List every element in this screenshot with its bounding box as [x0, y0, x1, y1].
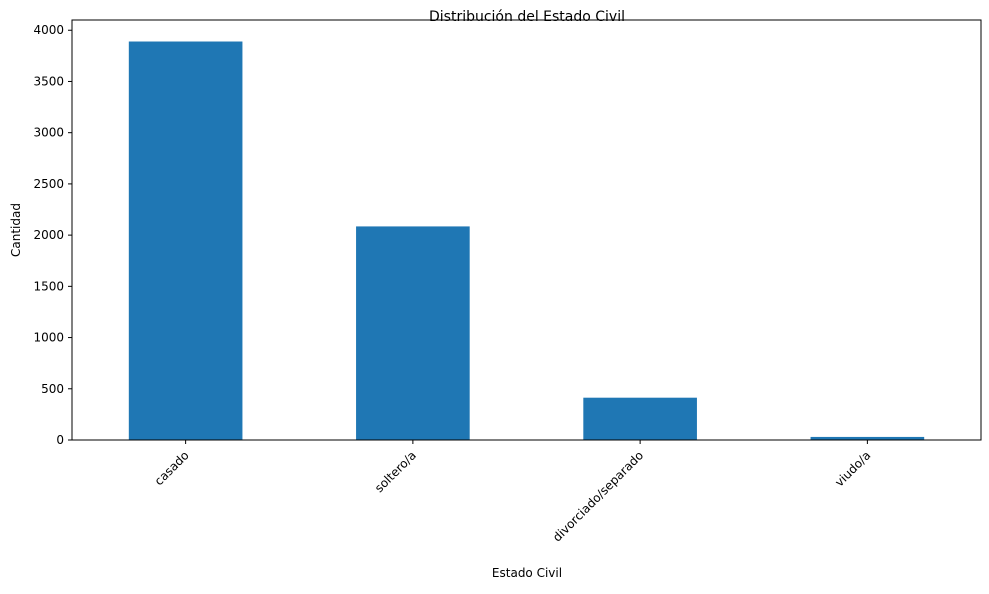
y-tick-label: 1000 [33, 331, 64, 345]
x-axis: casado soltero/a divorciado/separado viudo/… [152, 440, 873, 545]
plot-frame [71, 19, 982, 441]
x-tick-label: divorciado/separado [550, 448, 646, 544]
bars [128, 41, 925, 440]
y-axis-label: Cantidad [9, 203, 23, 257]
y-tick-label: 2500 [33, 177, 64, 191]
y-tick-label: 1500 [33, 279, 64, 293]
y-tick-label: 500 [41, 382, 64, 396]
y-tick-label: 2000 [33, 228, 64, 242]
bar-divorciado-separado [583, 397, 697, 440]
y-tick-label: 4000 [33, 23, 64, 37]
bar-viudo-a [810, 436, 925, 440]
bar-soltero-a [356, 226, 470, 440]
x-axis-label: Estado Civil [492, 566, 562, 580]
bar-casado [128, 41, 243, 440]
chart-title: Distribución del Estado Civil [429, 9, 625, 25]
y-tick-label: 0 [56, 433, 64, 447]
y-tick-label: 3000 [33, 126, 64, 140]
x-tick-label: viudo/a [832, 448, 873, 489]
x-tick-label: soltero/a [372, 448, 419, 495]
y-axis: 0 500 1000 1500 2000 2500 3000 3500 4000 [33, 23, 72, 447]
y-tick-label: 3500 [33, 74, 64, 88]
x-tick-label: casado [152, 448, 192, 488]
